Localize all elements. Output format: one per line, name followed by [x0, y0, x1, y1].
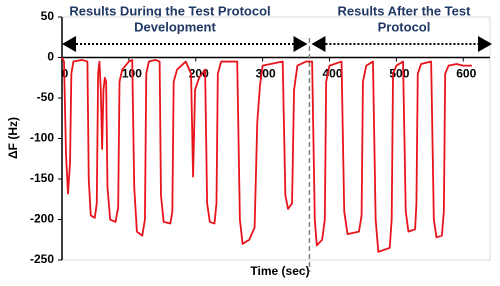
y-tick-label: 0: [47, 50, 54, 64]
y-tick-label: -250: [30, 252, 54, 266]
data-line: [61, 57, 472, 253]
x-tick-label: 400: [322, 67, 342, 81]
y-tick-label: -100: [30, 131, 54, 145]
annotation: Development: [134, 19, 216, 34]
y-tick-label: -50: [37, 90, 55, 104]
annotation: Results After the Test: [338, 3, 472, 18]
y-axis-label: ΔF (Hz): [6, 117, 20, 159]
y-tick-label: -200: [30, 212, 54, 226]
y-tick-label: -150: [30, 171, 54, 185]
y-tick-label: 50: [41, 9, 55, 23]
x-axis-label: Time (sec): [250, 264, 309, 278]
annotation: Protocol: [378, 19, 431, 34]
annotation: Results During the Test Protocol: [69, 3, 270, 18]
x-tick-label: 600: [456, 67, 476, 81]
plot-frame: [61, 16, 491, 261]
x-tick-label: 300: [256, 67, 276, 81]
